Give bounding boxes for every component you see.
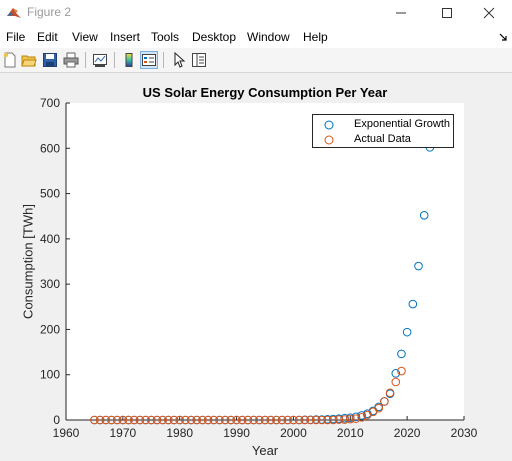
axes-background: [66, 103, 464, 420]
legend-entry-series1: Exponential Growth: [313, 117, 453, 132]
x-tick-label: 2000: [280, 426, 307, 440]
x-tick-label: 2010: [337, 426, 364, 440]
y-tick-label: 300: [40, 277, 60, 291]
y-tick-label: 600: [40, 141, 60, 155]
y-tick-label: 100: [40, 368, 60, 382]
x-tick-label: 2030: [451, 426, 478, 440]
legend[interactable]: Exponential Growth Actual Data: [312, 114, 454, 148]
chart-title: US Solar Energy Consumption Per Year: [66, 85, 464, 100]
legend-marker-series2: [323, 134, 335, 146]
legend-marker-series1: [323, 119, 335, 131]
x-tick-label: 2020: [394, 426, 421, 440]
y-tick-label: 500: [40, 187, 60, 201]
x-tick-label: 1960: [53, 426, 80, 440]
legend-entry-series2: Actual Data: [313, 132, 453, 147]
x-tick-label: 1980: [166, 426, 193, 440]
y-axis-label: Consumption [TWh]: [21, 162, 36, 362]
legend-label-series1: Exponential Growth: [354, 118, 450, 130]
y-tick-label: 200: [40, 322, 60, 336]
x-tick-label: 1970: [110, 426, 137, 440]
y-tick-label: 700: [40, 96, 60, 110]
y-tick-label: 0: [53, 413, 60, 427]
x-axis-label: Year: [66, 443, 464, 458]
legend-label-series2: Actual Data: [354, 133, 411, 145]
y-tick-label: 400: [40, 232, 60, 246]
x-tick-label: 1990: [223, 426, 250, 440]
